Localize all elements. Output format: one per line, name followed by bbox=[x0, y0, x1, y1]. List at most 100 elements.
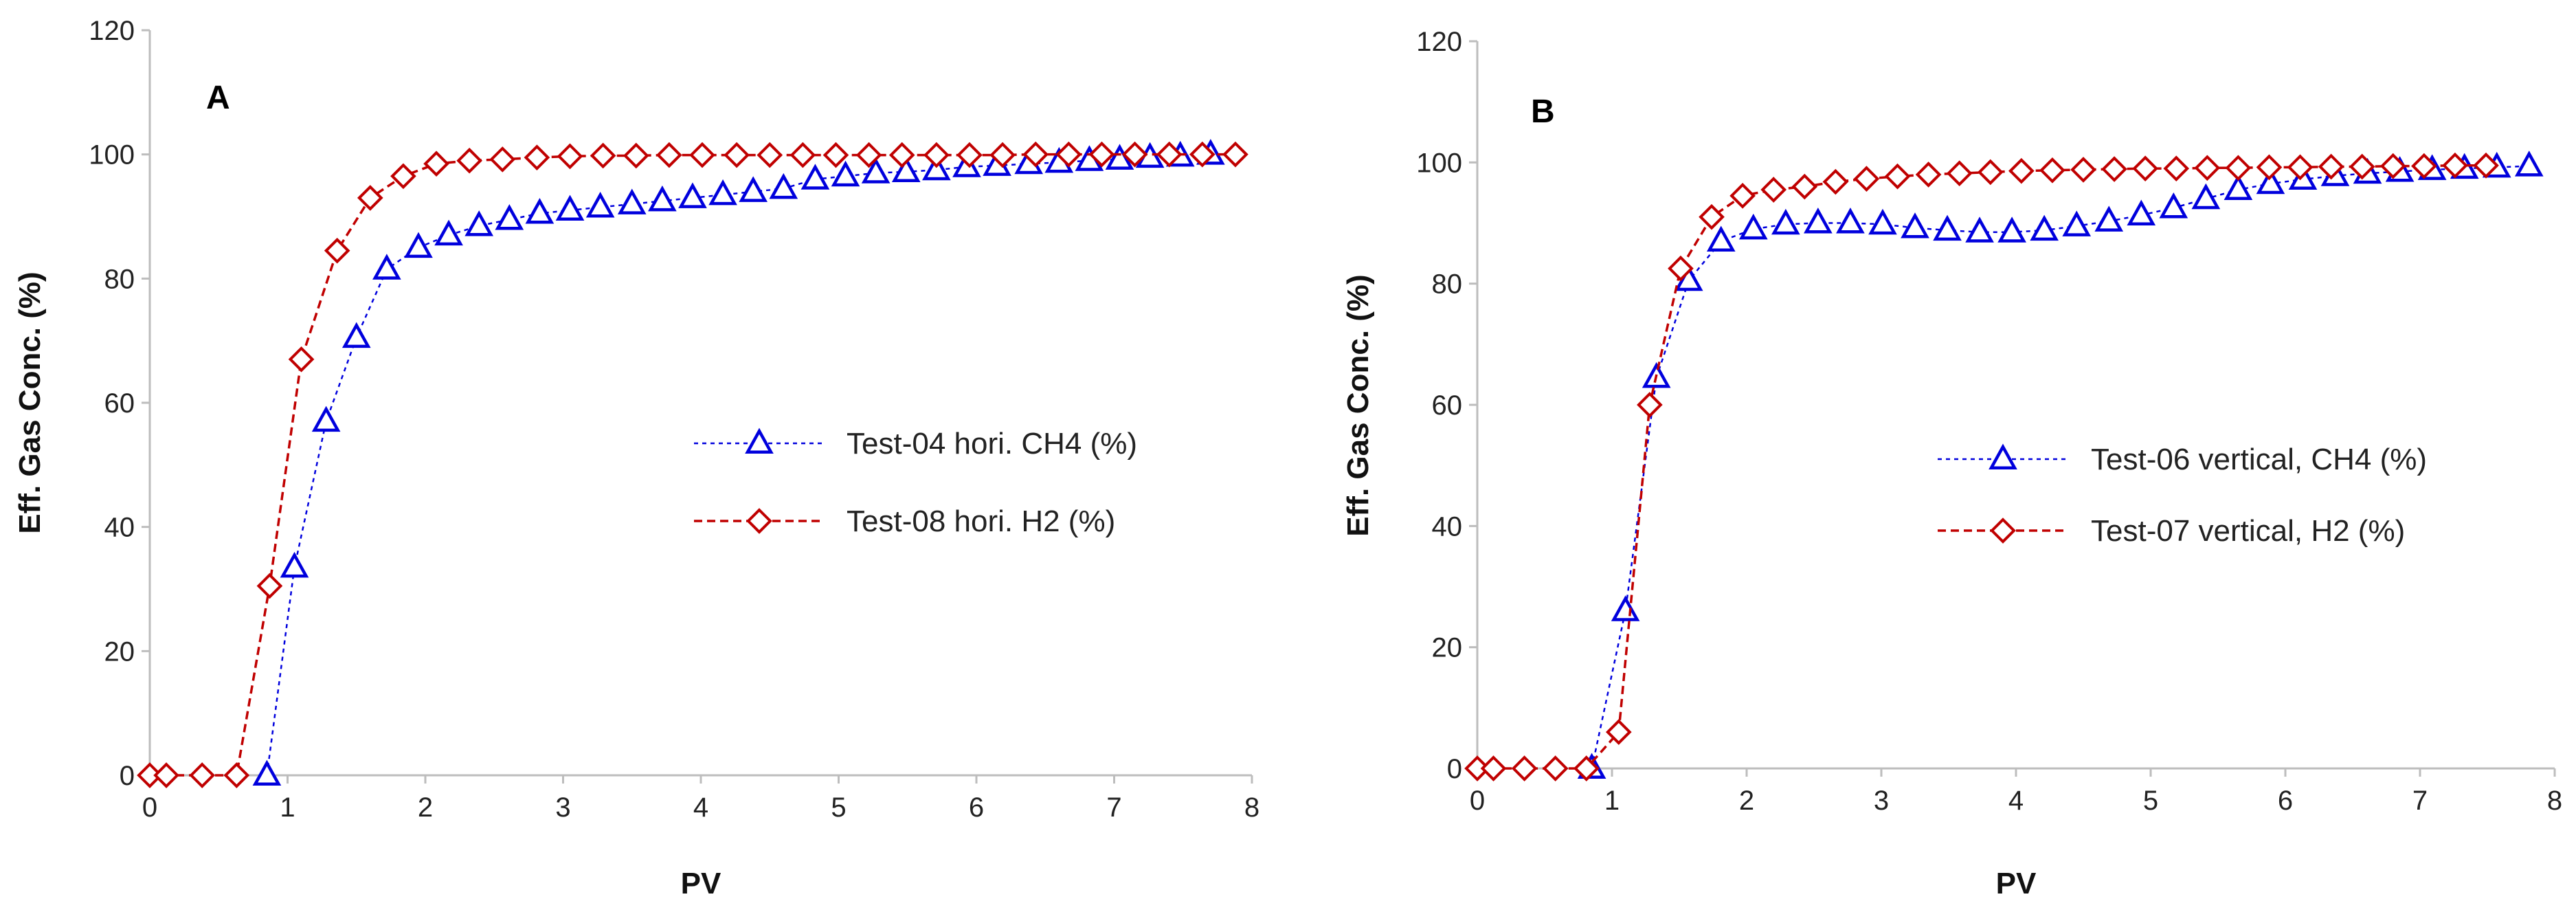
panel-label: B bbox=[1531, 93, 1555, 130]
data-point bbox=[739, 176, 768, 202]
y-axis-title: Eff. Gas Conc. (%) bbox=[1341, 274, 1375, 536]
data-point bbox=[1611, 595, 1640, 621]
y-tick-label: 80 bbox=[104, 264, 135, 294]
data-point bbox=[789, 142, 816, 168]
x-tick-label: 0 bbox=[1470, 786, 1485, 816]
data-point bbox=[800, 164, 830, 190]
data-point bbox=[822, 142, 849, 168]
x-tick-label: 5 bbox=[831, 792, 846, 823]
data-point bbox=[464, 210, 494, 236]
data-point bbox=[989, 142, 1016, 168]
y-tick-label: 120 bbox=[1416, 27, 1462, 57]
data-point bbox=[1760, 177, 1787, 203]
data-point bbox=[489, 146, 516, 173]
data-point bbox=[757, 142, 783, 168]
data-point bbox=[404, 232, 433, 258]
data-point bbox=[390, 163, 416, 190]
data-point bbox=[2256, 168, 2285, 195]
data-point bbox=[2101, 156, 2127, 182]
data-point bbox=[656, 142, 682, 168]
chart-panel-a: 0 20 40 60 80 100 120 0 1 2 3 4 5 6 7 8 PV Eff. Gas Conc.… bbox=[13, 16, 1259, 900]
data-point bbox=[1542, 755, 1569, 781]
data-point bbox=[2039, 157, 2065, 184]
x-tick-label: 2 bbox=[1739, 786, 1754, 816]
series-diamond-1 bbox=[137, 141, 1248, 788]
x-tick-label: 6 bbox=[969, 792, 984, 823]
data-point bbox=[888, 142, 915, 168]
data-point bbox=[2288, 164, 2318, 190]
data-point bbox=[288, 346, 315, 373]
legend-entry-1: Test-08 hori. H2 (%) bbox=[694, 504, 1115, 538]
data-point bbox=[223, 762, 250, 788]
legend-entry-1: Test-07 vertical, H2 (%) bbox=[1938, 514, 2405, 548]
data-point bbox=[2008, 157, 2035, 184]
y-tick-label: 100 bbox=[89, 140, 135, 170]
data-point bbox=[1121, 141, 1148, 168]
x-axis-title: PV bbox=[1996, 867, 2037, 900]
series-line bbox=[1477, 164, 2487, 770]
data-point bbox=[648, 185, 677, 212]
data-point bbox=[341, 322, 371, 348]
chart-panel-b: 0 20 40 60 80 100 120 0 1 2 3 4 5 6 7 8 PV Eff. Gas Conc.… bbox=[1341, 27, 2562, 900]
data-point bbox=[1836, 208, 1865, 234]
y-tick-label: 20 bbox=[1432, 633, 1463, 663]
data-point bbox=[1738, 213, 1768, 240]
x-tick-label: 8 bbox=[2547, 786, 2562, 816]
x-tick-label: 8 bbox=[1244, 792, 1259, 823]
legend-entry-0: Test-04 hori. CH4 (%) bbox=[694, 427, 1137, 460]
y-tick-label: 60 bbox=[1432, 390, 1463, 421]
data-point bbox=[855, 142, 882, 168]
x-tick-label: 2 bbox=[418, 792, 433, 823]
data-point bbox=[2318, 153, 2344, 180]
data-point bbox=[2163, 155, 2190, 181]
y-tick-label: 100 bbox=[1416, 148, 1462, 178]
data-point bbox=[1156, 141, 1183, 168]
data-point bbox=[1729, 182, 1756, 209]
data-point bbox=[1022, 141, 1049, 168]
data-point bbox=[1699, 203, 1725, 230]
data-point bbox=[2191, 183, 2221, 210]
data-point bbox=[590, 142, 616, 169]
data-point bbox=[1853, 166, 1880, 192]
x-tick-label: 4 bbox=[693, 792, 708, 823]
x-tick-label: 1 bbox=[280, 792, 295, 823]
y-tick-label: 60 bbox=[104, 388, 135, 419]
x-tick-label: 3 bbox=[555, 792, 570, 823]
data-point bbox=[724, 142, 750, 168]
data-point bbox=[311, 406, 341, 432]
y-tick-label: 120 bbox=[89, 16, 135, 46]
data-point bbox=[1055, 141, 1082, 168]
legend-marker bbox=[1990, 518, 2016, 544]
data-point bbox=[923, 142, 950, 168]
data-point bbox=[1977, 159, 2004, 186]
legend-label: Test-04 hori. CH4 (%) bbox=[847, 427, 1137, 460]
data-point bbox=[1668, 255, 1694, 282]
data-point bbox=[1480, 755, 1507, 781]
data-point bbox=[153, 762, 179, 788]
data-point bbox=[456, 147, 482, 174]
series-line bbox=[266, 153, 1211, 776]
data-point bbox=[678, 182, 707, 208]
data-point bbox=[956, 142, 983, 168]
data-point bbox=[2159, 192, 2188, 219]
data-point bbox=[555, 195, 585, 221]
data-point bbox=[434, 219, 463, 246]
data-point bbox=[2030, 214, 2059, 241]
x-tick-label: 6 bbox=[2278, 786, 2293, 816]
y-tick-label: 20 bbox=[104, 636, 135, 667]
data-point bbox=[2514, 151, 2544, 177]
panel-label: A bbox=[206, 80, 230, 116]
data-point bbox=[2062, 210, 2092, 236]
y-tick-label: 0 bbox=[1447, 754, 1462, 784]
data-point bbox=[1915, 162, 1942, 188]
data-point bbox=[1706, 225, 1736, 252]
data-point bbox=[689, 142, 715, 168]
data-point bbox=[495, 204, 524, 230]
data-point bbox=[1573, 755, 1600, 781]
legend-label: Test-06 vertical, CH4 (%) bbox=[2091, 443, 2427, 476]
data-point bbox=[2473, 152, 2499, 179]
data-point bbox=[1605, 719, 1632, 745]
data-point bbox=[708, 179, 737, 206]
legend-label: Test-07 vertical, H2 (%) bbox=[2091, 514, 2405, 548]
data-point bbox=[1822, 168, 1849, 195]
